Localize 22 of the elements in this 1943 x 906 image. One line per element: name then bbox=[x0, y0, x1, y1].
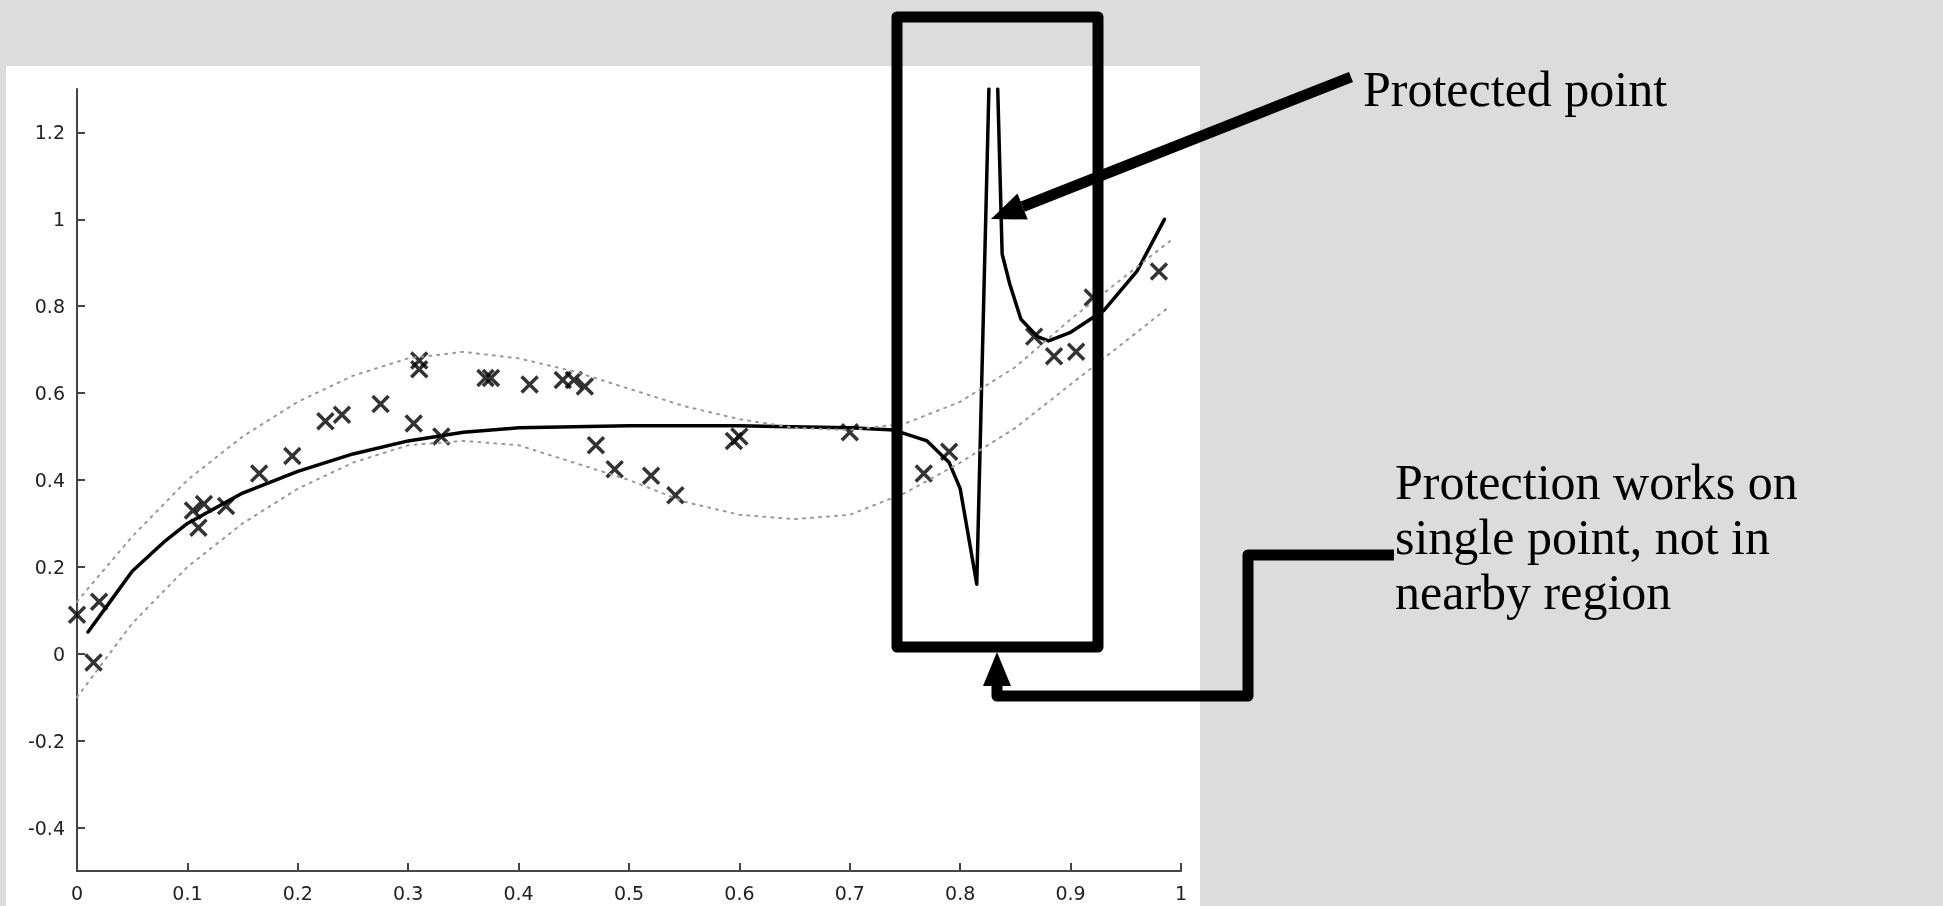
x-tick-label: 1 bbox=[1174, 881, 1188, 904]
y-tick-label: 0.4 bbox=[34, 469, 65, 491]
x-tick-label: 0.5 bbox=[613, 881, 645, 904]
y-tick-label: -0.2 bbox=[27, 729, 65, 752]
y-tick-label: 0.8 bbox=[34, 295, 65, 318]
x-tick-label: 0.6 bbox=[724, 881, 755, 904]
x-tick-label: 0.1 bbox=[172, 881, 203, 904]
y-tick-label: 0.6 bbox=[34, 382, 65, 405]
x-tick-label: 0.2 bbox=[282, 881, 313, 904]
text: Protected point bbox=[1363, 61, 1668, 117]
y-tick-label: 1 bbox=[52, 208, 65, 231]
x-tick-label: 0.4 bbox=[503, 881, 534, 904]
y-tick-label: 0 bbox=[52, 642, 65, 665]
x-tick-label: 0.8 bbox=[945, 881, 976, 904]
text: Protection works on single point, not in nearby region bbox=[1395, 454, 1799, 620]
y-tick-label: 1.2 bbox=[34, 121, 65, 144]
x-tick-label: 0.3 bbox=[393, 881, 424, 904]
x-tick-label: 0.9 bbox=[1055, 881, 1086, 904]
y-tick-label: -0.4 bbox=[27, 816, 65, 839]
x-tick-label: 0 bbox=[70, 881, 84, 904]
y-tick-label: 0.2 bbox=[34, 555, 65, 578]
x-tick-label: 0.7 bbox=[834, 881, 865, 904]
